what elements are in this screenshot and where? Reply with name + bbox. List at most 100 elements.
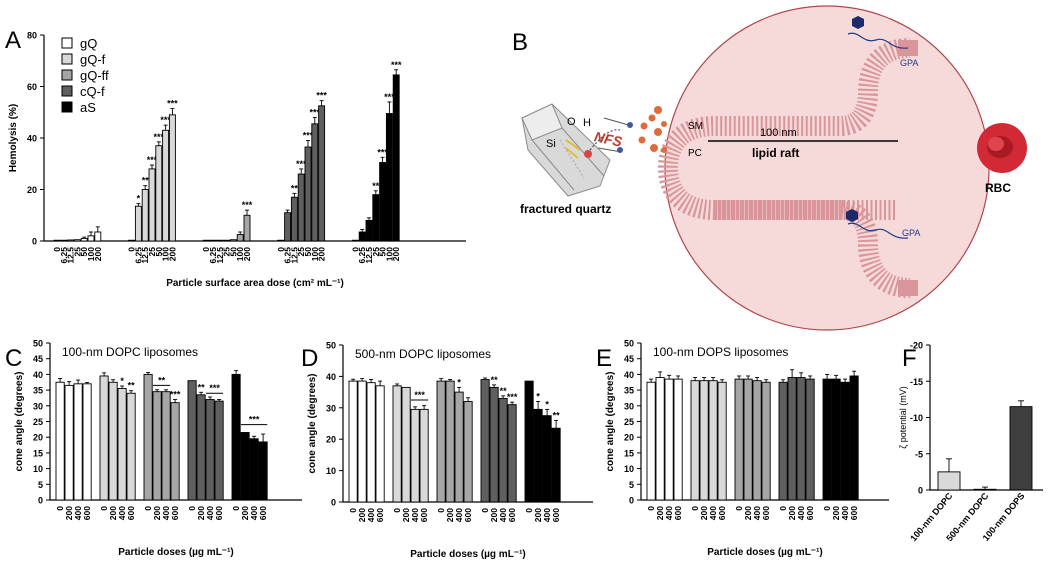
bar-gQ-400 xyxy=(664,378,674,501)
y-tick-label: 50 xyxy=(624,339,634,349)
bar-cQ-f-400 xyxy=(498,397,508,503)
y-tick-label: 10 xyxy=(326,466,336,476)
significance-label: ** xyxy=(500,386,508,396)
significance-label: *** xyxy=(377,147,388,157)
bar-cQ-f-600 xyxy=(507,404,517,503)
x-tick-label: 200 xyxy=(533,508,543,522)
significance-label: *** xyxy=(296,159,307,169)
y-tick-label: 40 xyxy=(624,370,634,380)
y-tick-label: 35 xyxy=(33,386,43,396)
bar-gQ-ff-200 xyxy=(445,380,455,503)
x-tick-label: 100 xyxy=(235,247,245,261)
y-tick-label: 0 xyxy=(32,237,37,247)
h-label: H xyxy=(583,117,591,129)
si-label: Si xyxy=(546,138,556,150)
scale-label: 100 nm xyxy=(760,127,797,139)
bar-gQ-6.25 xyxy=(60,239,68,242)
x-tick-label: 600 xyxy=(419,508,429,522)
bar-cQ-f-50 xyxy=(304,146,312,242)
x-tick-label: 600 xyxy=(82,506,92,520)
bar-gQ-ff-400 xyxy=(454,391,464,503)
y-tick-label: 40 xyxy=(27,134,37,144)
sm-label: SM xyxy=(688,121,703,132)
o-label: O xyxy=(567,116,576,128)
panel-letter-f: F xyxy=(902,345,917,372)
y-axis-label: ζ potential (mV) xyxy=(898,386,908,449)
bar-gQ-ff-0 xyxy=(734,378,744,501)
bar-gQ-200 xyxy=(357,380,367,503)
x-tick-label: 400 xyxy=(752,506,762,520)
bar-100-nm DOPC xyxy=(937,471,961,491)
bar-aS-200 xyxy=(533,408,543,503)
x-tick-label: 200 xyxy=(489,508,499,522)
y-tick-label: 30 xyxy=(624,401,634,411)
x-tick-label: 400 xyxy=(117,506,127,520)
significance-label: *** xyxy=(507,392,518,402)
bar-500-nm DOPC xyxy=(973,488,997,491)
x-tick-label: 12.5 xyxy=(66,247,76,264)
significance-label: ** xyxy=(491,375,499,385)
bar-gQ-f-200 xyxy=(401,386,411,503)
significance-label: * xyxy=(536,392,540,402)
legend-label-gQ-ff: gQ-ff xyxy=(80,68,109,83)
x-tick-label: 200 xyxy=(743,506,753,520)
x-tick-label: 400 xyxy=(498,508,508,522)
bar-gQ-f-0 xyxy=(128,239,136,242)
bar-cQ-f-200 xyxy=(196,394,206,501)
y-tick-label: -15 xyxy=(910,377,923,387)
bar-gQ-f-25 xyxy=(148,168,156,242)
x-tick-label: 50 xyxy=(378,247,388,257)
significance-label: ** xyxy=(198,382,206,392)
y-tick-label: 0 xyxy=(629,496,634,506)
lipid-raft-label: lipid raft xyxy=(752,146,799,160)
y-axis-label: cone angle (degrees) xyxy=(14,371,25,471)
x-tick-label: 600 xyxy=(761,506,771,520)
x-tick-label: 25 xyxy=(371,247,381,257)
x-tick-label: 600 xyxy=(805,506,815,520)
bar-aS-400 xyxy=(249,438,259,501)
x-tick-label: 600 xyxy=(258,506,268,520)
bar-aS-200 xyxy=(831,378,841,501)
y-tick-label: 10 xyxy=(33,464,43,474)
significance-label: *** xyxy=(310,107,321,117)
x-tick-label: 200 xyxy=(357,508,367,522)
x-tick-label: 600 xyxy=(463,508,473,522)
significance-label: *** xyxy=(391,60,402,70)
bar-gQ-f-0 xyxy=(99,375,109,501)
x-tick-label: 600 xyxy=(170,506,180,520)
x-tick-label: 100 xyxy=(86,247,96,261)
x-tick-label: 400 xyxy=(840,506,850,520)
x-tick-label: 6.25 xyxy=(357,247,367,264)
legend-label-aS: aS xyxy=(80,100,96,115)
x-tick-label: 200 xyxy=(831,506,841,520)
bar-aS-400 xyxy=(840,381,850,501)
bar-gQ-f-6.25 xyxy=(134,205,142,242)
bar-gQ-f-12.5 xyxy=(141,189,149,242)
x-tick-label: 25 xyxy=(296,247,306,257)
y-tick-label: 40 xyxy=(33,370,43,380)
x-tick-label: 600 xyxy=(214,506,224,520)
x-tick-label: 0 xyxy=(52,247,62,252)
pc-label: PC xyxy=(688,148,702,159)
bar-gQ-0 xyxy=(55,381,65,501)
significance-label: *** xyxy=(167,98,178,108)
bar-cQ-f-0 xyxy=(277,239,285,242)
y-tick-label: 40 xyxy=(326,372,336,382)
x-tick-label: 200 xyxy=(152,506,162,520)
y-tick-label: 30 xyxy=(326,403,336,413)
x-tick-label: 200 xyxy=(391,247,401,261)
x-axis-label: Particle doses (µg mL⁻¹) xyxy=(118,547,234,558)
bar-gQ-600 xyxy=(82,383,92,501)
gpa-glycoprotein-top: GPA xyxy=(847,16,918,68)
bar-cQ-f-6.25 xyxy=(284,212,292,242)
x-tick-label: 200 xyxy=(317,247,327,261)
x-tick-label: 0 xyxy=(143,506,153,511)
bar-aS-0 xyxy=(822,378,832,501)
legend-swatch-gQ-ff xyxy=(61,69,73,81)
bar-aS-400 xyxy=(542,415,552,503)
panel-letter-c: C xyxy=(5,345,22,372)
x-tick-label: 200 xyxy=(445,508,455,522)
x-tick-label: 600 xyxy=(126,506,136,520)
bar-100-nm DOPS xyxy=(1009,406,1033,491)
